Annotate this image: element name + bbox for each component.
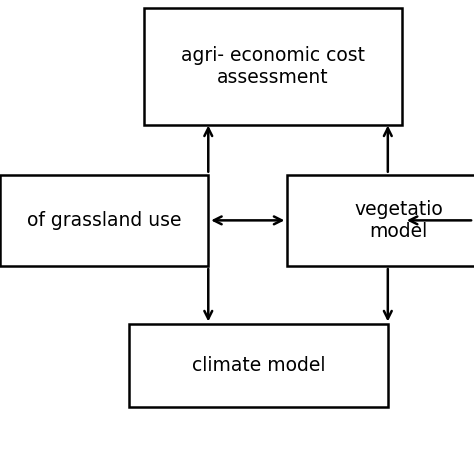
FancyBboxPatch shape (144, 9, 402, 125)
Text: agri- economic cost
assessment: agri- economic cost assessment (181, 46, 365, 87)
Text: climate model: climate model (192, 356, 325, 375)
Text: of grassland use: of grassland use (27, 211, 182, 230)
FancyBboxPatch shape (129, 324, 388, 408)
Text: vegetatio
model: vegetatio model (354, 200, 443, 241)
FancyBboxPatch shape (287, 174, 474, 266)
FancyBboxPatch shape (0, 174, 208, 266)
